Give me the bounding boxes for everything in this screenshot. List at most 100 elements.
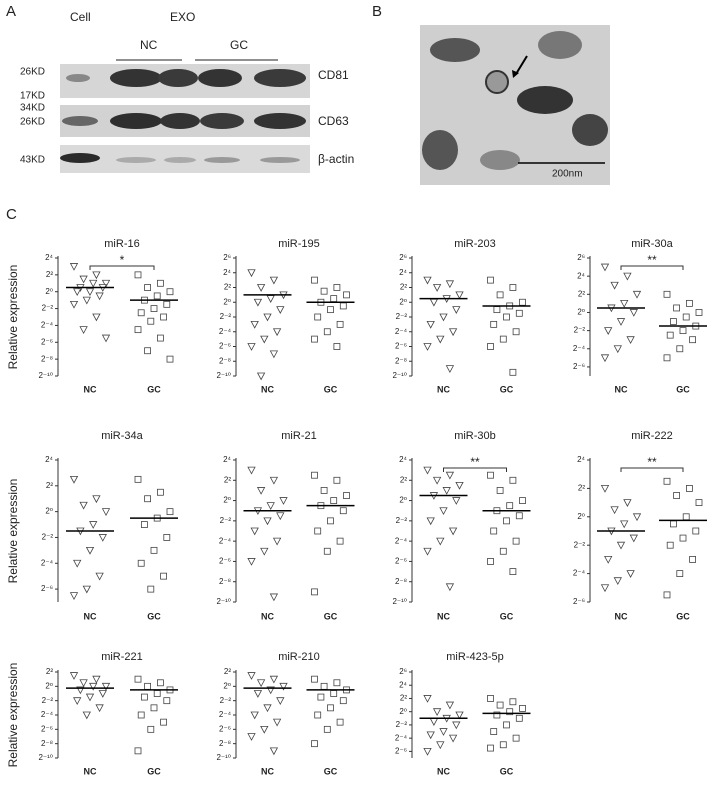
point [250,527,259,536]
y-tick-label: 2⁴ [223,268,231,277]
x-tick-label: NC [84,384,97,394]
y-tick-label: 2⁻⁸ [219,739,231,748]
y-tick-label: 2⁻⁸ [41,739,53,748]
y-tick-label: 2⁻² [42,533,54,542]
point [519,497,526,504]
point [276,512,285,521]
point [600,584,610,593]
point [150,546,158,554]
point [95,704,104,713]
point [279,682,288,691]
point [89,521,98,529]
point [448,328,458,337]
point [317,693,325,701]
point [676,345,684,353]
point [272,718,282,727]
y-tick-label: 2⁴ [577,271,585,280]
point [98,690,107,698]
point [153,292,161,300]
point [670,318,677,325]
point [509,568,517,575]
point [423,547,432,556]
point [276,697,285,706]
point [432,708,442,717]
point [327,704,334,712]
tem-blob [430,38,480,62]
point [333,343,341,350]
point [686,484,693,492]
y-tick-label: 2⁻⁴ [41,558,54,567]
y-tick-label: 2⁰ [399,496,407,505]
point [506,502,514,510]
point [676,570,684,577]
y-tick-label: 2⁻¹⁰ [216,753,231,762]
y-tick-label: 2⁻² [42,304,54,313]
point [156,488,164,496]
y-tick-label: 2² [46,270,53,279]
point [515,309,523,317]
point [160,572,168,580]
chart-title: miR-34a [101,430,143,442]
chart-title: miR-30a [631,238,673,250]
tem-blob [538,31,582,59]
point [445,583,455,592]
point [519,298,526,306]
point [260,547,269,556]
point [689,556,696,563]
point [336,718,344,726]
point [156,279,164,287]
point [436,741,445,750]
point [256,284,266,292]
point [92,675,101,684]
point [509,368,517,376]
y-tick-label: 2⁰ [45,681,53,690]
point [311,588,318,596]
scale-label: 200nm [552,169,583,180]
y-tick-label: 2⁶ [399,667,407,676]
point [604,327,613,335]
significance-label: * [120,253,125,267]
point [442,487,451,495]
y-tick-label: 2⁻⁶ [219,724,231,733]
point [626,570,635,578]
point [493,711,501,719]
y-tick-label: 2⁻⁴ [395,327,408,336]
point [682,513,690,521]
x-tick-label: GC [676,384,690,394]
point [448,527,458,536]
x-tick-label: NC [84,766,97,776]
point [147,317,155,325]
point [496,291,504,299]
significance-bracket [620,467,684,472]
panel-label: A [6,3,16,20]
point [79,501,88,510]
y-tick-label: 2⁻² [42,696,54,705]
point [623,272,632,281]
band [200,113,244,129]
y-tick-label: 2⁰ [45,507,53,516]
y-tick-label: 2⁻⁴ [395,733,408,742]
x-tick-label: NC [615,611,628,621]
point [69,300,79,309]
point [629,309,638,317]
point [247,466,256,475]
y-tick-label: 2⁻⁴ [395,536,408,545]
point [496,487,504,494]
point [279,497,288,505]
point [256,372,266,381]
point [512,734,520,742]
point [73,559,82,568]
y-tick-label: 2⁻⁶ [219,557,231,566]
y-tick-label: 2⁰ [223,496,231,505]
point [487,744,494,752]
significance-bracket [620,265,684,270]
point [330,295,338,302]
point [632,290,642,299]
point [439,507,448,516]
band [164,157,196,163]
point [629,534,638,543]
point [679,534,687,542]
point [144,284,152,291]
point [452,721,461,730]
